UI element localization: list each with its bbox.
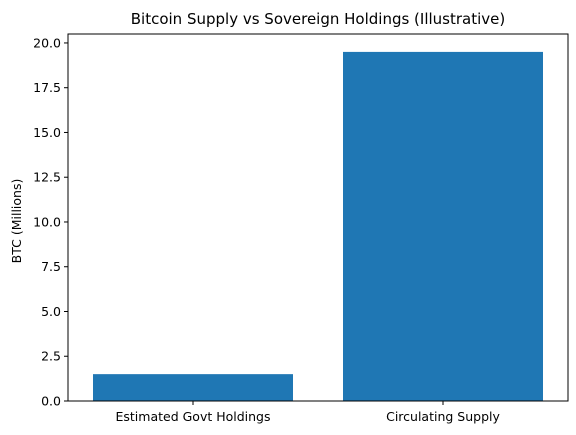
x-axis-ticks: Estimated Govt Holdings Circulating Suppl… (115, 401, 500, 424)
y-axis-ticks: 0.0 2.5 5.0 7.5 10.0 12.5 15.0 17.5 20.0 (33, 35, 68, 409)
y-tick-label: 15.0 (33, 125, 61, 140)
y-tick-label: 17.5 (33, 80, 61, 95)
y-tick-label: 0.0 (41, 394, 61, 409)
bar-estimated-govt-holdings (93, 374, 293, 401)
y-tick-label: 12.5 (33, 170, 61, 185)
y-tick-label: 10.0 (33, 214, 61, 229)
y-tick-label: 7.5 (41, 259, 61, 274)
y-tick-label: 2.5 (41, 349, 61, 364)
y-tick-label: 5.0 (41, 304, 61, 319)
chart-title: Bitcoin Supply vs Sovereign Holdings (Il… (131, 10, 506, 28)
y-tick-label: 20.0 (33, 35, 61, 50)
y-axis-label: BTC (Millions) (9, 179, 24, 264)
x-tick-label: Circulating Supply (386, 409, 500, 424)
bar-circulating-supply (343, 51, 543, 402)
bars-group (93, 51, 543, 402)
plot-frame (67, 33, 569, 402)
x-tick-label: Estimated Govt Holdings (115, 409, 270, 424)
